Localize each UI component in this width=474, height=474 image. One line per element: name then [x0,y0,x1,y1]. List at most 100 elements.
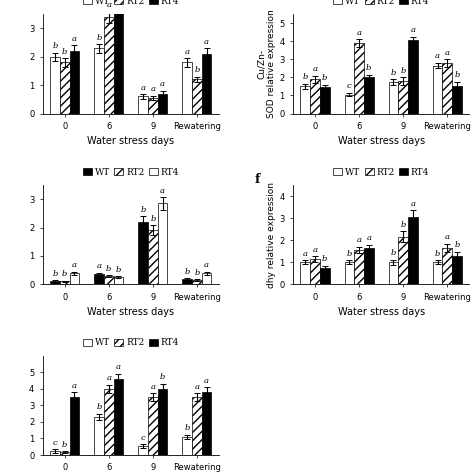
Text: a: a [160,187,165,195]
Text: b: b [454,241,460,249]
Text: b: b [62,441,67,449]
Bar [104,389,114,455]
Bar [104,276,114,284]
Bar [408,40,418,113]
Bar [192,80,202,113]
Bar [94,48,104,113]
Text: a: a [72,382,77,390]
Bar [398,237,408,284]
Text: b: b [140,206,146,214]
Text: b: b [454,72,460,80]
Text: a: a [116,364,121,372]
Text: b: b [366,64,372,72]
Bar [320,87,329,113]
Text: b: b [322,255,328,263]
Text: a: a [445,49,450,57]
Bar [310,79,320,113]
Y-axis label: dhy relative expression: dhy relative expression [267,182,276,288]
Bar [50,451,60,455]
Legend: WT, RT2, RT4: WT, RT2, RT4 [333,0,429,6]
Y-axis label: Cu/Zn-
SOD relative expression: Cu/Zn- SOD relative expression [257,9,276,118]
Text: b: b [150,215,155,223]
Bar [354,43,364,113]
Bar [70,273,79,284]
Text: b: b [184,424,190,432]
Bar [50,57,60,113]
Text: b: b [391,69,396,77]
Text: a: a [356,236,362,244]
Bar [104,17,114,113]
Text: a: a [312,246,318,254]
Text: b: b [116,265,121,273]
Bar [345,94,354,113]
Text: a: a [445,233,450,241]
Text: b: b [391,249,396,257]
Bar [148,98,158,113]
Text: a: a [356,29,362,37]
Text: b: b [322,74,328,82]
Bar [182,63,192,113]
Bar [114,0,123,113]
Text: b: b [52,42,58,50]
Text: a: a [106,1,111,9]
Bar [60,452,70,455]
Text: b: b [184,267,190,275]
Legend: WT, RT2, RT4: WT, RT2, RT4 [333,168,429,177]
Bar [433,66,442,113]
Text: c: c [347,82,352,90]
Bar [138,97,148,113]
Text: b: b [435,249,440,257]
Bar [138,446,148,455]
Bar [94,274,104,284]
Text: b: b [96,403,102,411]
Text: b: b [52,270,58,278]
Bar [301,262,310,284]
Text: a: a [72,35,77,43]
Bar [158,389,167,455]
Bar [354,250,364,284]
Text: a: a [204,38,209,46]
Text: a: a [97,263,101,271]
Text: b: b [160,374,165,382]
Bar [50,281,60,284]
Bar [389,262,398,284]
Bar [433,262,442,284]
Bar [408,217,418,284]
Legend: WT, RT2, RT4: WT, RT2, RT4 [83,338,179,347]
Text: b: b [96,34,102,42]
Bar [364,248,374,284]
Text: b: b [194,66,200,74]
Text: b: b [401,221,406,229]
Text: a: a [410,26,415,34]
Text: b: b [106,264,111,273]
Bar [70,397,79,455]
Text: a: a [312,65,318,73]
Bar [202,392,211,455]
Bar [182,279,192,284]
Text: a: a [204,261,209,269]
Bar [202,54,211,113]
Bar [398,81,408,113]
Text: a: a [366,234,371,242]
Bar [94,417,104,455]
Bar [158,94,167,113]
Bar [148,230,158,284]
X-axis label: Water stress days: Water stress days [87,137,174,146]
Text: a: a [303,249,308,257]
Text: a: a [204,377,209,385]
Bar [148,397,158,455]
Bar [301,86,310,113]
Text: a: a [106,374,111,382]
Bar [320,268,329,284]
Text: b: b [62,48,67,56]
Text: b: b [401,67,406,75]
Bar [138,222,148,284]
Text: c: c [141,434,146,442]
Bar [442,248,452,284]
Text: a: a [141,84,146,92]
Text: a: a [410,200,415,208]
Bar [389,82,398,113]
Text: a: a [185,48,190,56]
Bar [345,262,354,284]
Text: a: a [160,80,165,88]
